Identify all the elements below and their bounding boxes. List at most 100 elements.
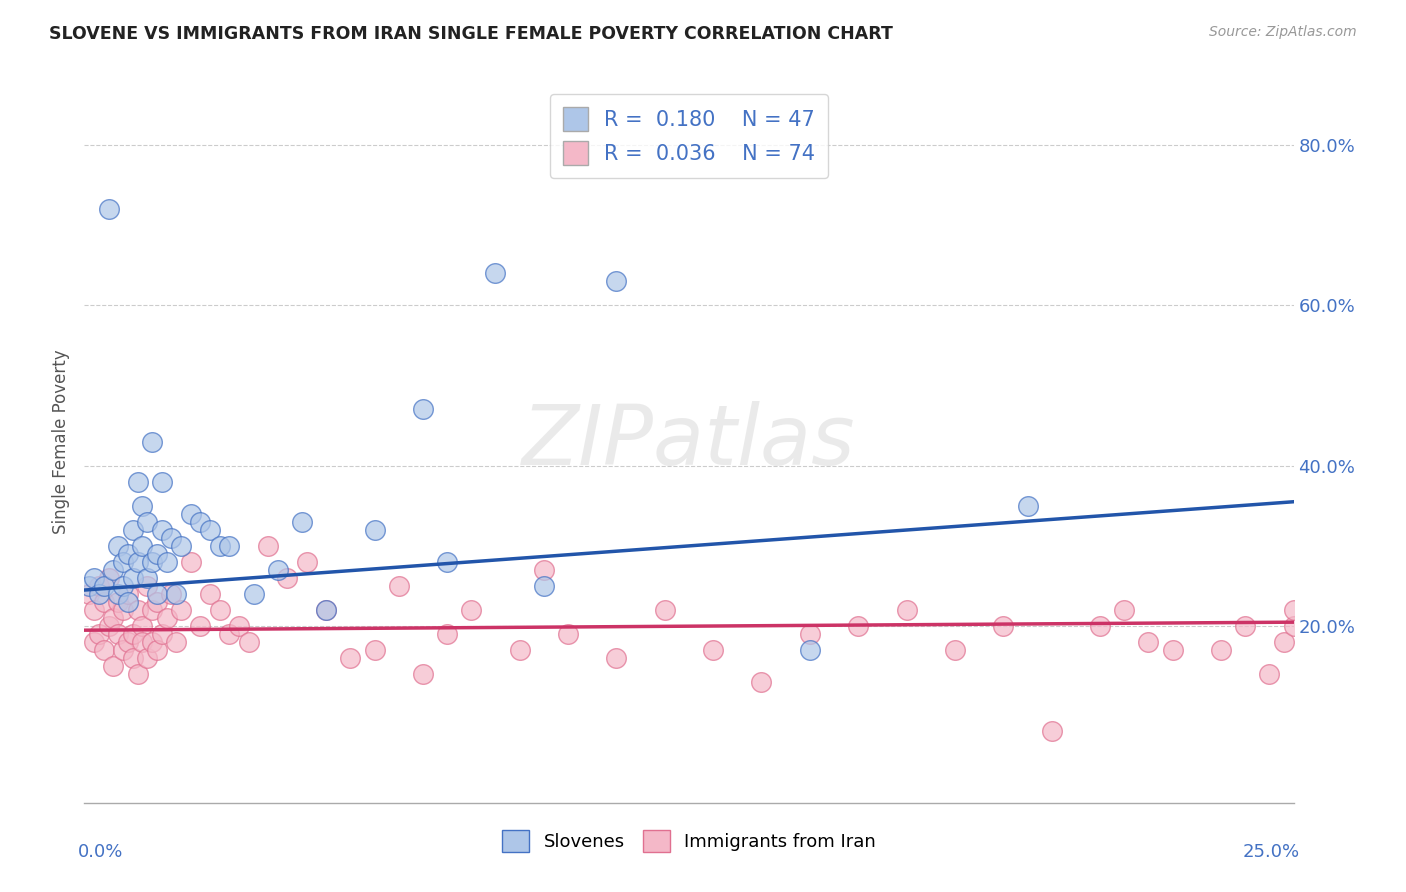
Text: 0.0%: 0.0% bbox=[79, 843, 124, 861]
Point bbox=[1114, 603, 1136, 617]
Point bbox=[141, 603, 163, 617]
Point bbox=[103, 611, 125, 625]
Point bbox=[315, 603, 337, 617]
Point bbox=[112, 555, 135, 569]
Point bbox=[155, 555, 177, 569]
Point bbox=[155, 611, 177, 625]
Point bbox=[276, 571, 298, 585]
Point bbox=[1272, 635, 1295, 649]
Point bbox=[127, 555, 149, 569]
Point bbox=[412, 667, 434, 681]
Text: 25.0%: 25.0% bbox=[1243, 843, 1299, 861]
Point bbox=[363, 523, 385, 537]
Point bbox=[131, 539, 153, 553]
Point bbox=[180, 555, 202, 569]
Point bbox=[943, 643, 966, 657]
Point bbox=[242, 587, 264, 601]
Point bbox=[121, 571, 143, 585]
Point bbox=[83, 603, 105, 617]
Point bbox=[436, 555, 458, 569]
Point bbox=[107, 539, 129, 553]
Point bbox=[1282, 603, 1305, 617]
Point bbox=[484, 266, 506, 280]
Point bbox=[103, 563, 125, 577]
Point bbox=[107, 595, 129, 609]
Point bbox=[146, 643, 169, 657]
Point bbox=[198, 523, 221, 537]
Point bbox=[87, 627, 110, 641]
Point bbox=[121, 523, 143, 537]
Point bbox=[146, 595, 169, 609]
Point bbox=[267, 563, 290, 577]
Point bbox=[257, 539, 280, 553]
Point bbox=[131, 635, 153, 649]
Point bbox=[160, 531, 183, 545]
Point bbox=[77, 587, 100, 601]
Point bbox=[107, 587, 129, 601]
Text: Source: ZipAtlas.com: Source: ZipAtlas.com bbox=[1209, 25, 1357, 39]
Point bbox=[412, 402, 434, 417]
Point bbox=[121, 627, 143, 641]
Point bbox=[83, 571, 105, 585]
Point bbox=[160, 587, 183, 601]
Point bbox=[136, 651, 159, 665]
Point bbox=[799, 627, 821, 641]
Point bbox=[896, 603, 918, 617]
Point bbox=[117, 595, 139, 609]
Point bbox=[112, 643, 135, 657]
Point bbox=[509, 643, 531, 657]
Point bbox=[218, 627, 240, 641]
Point bbox=[605, 651, 627, 665]
Point bbox=[180, 507, 202, 521]
Point bbox=[339, 651, 361, 665]
Point bbox=[136, 515, 159, 529]
Point bbox=[93, 643, 115, 657]
Point bbox=[605, 274, 627, 288]
Point bbox=[238, 635, 260, 649]
Point bbox=[654, 603, 676, 617]
Point bbox=[93, 595, 115, 609]
Point bbox=[117, 635, 139, 649]
Point bbox=[127, 667, 149, 681]
Point bbox=[533, 579, 555, 593]
Point bbox=[131, 619, 153, 633]
Point bbox=[165, 635, 187, 649]
Text: ZIPatlas: ZIPatlas bbox=[522, 401, 856, 482]
Point bbox=[1161, 643, 1184, 657]
Point bbox=[97, 619, 120, 633]
Point bbox=[228, 619, 250, 633]
Point bbox=[93, 579, 115, 593]
Point bbox=[533, 563, 555, 577]
Point bbox=[141, 635, 163, 649]
Legend: R =  0.180    N = 47, R =  0.036    N = 74: R = 0.180 N = 47, R = 0.036 N = 74 bbox=[550, 95, 828, 178]
Point bbox=[1258, 667, 1281, 681]
Point bbox=[295, 555, 318, 569]
Point bbox=[165, 587, 187, 601]
Point bbox=[436, 627, 458, 641]
Point bbox=[121, 651, 143, 665]
Point bbox=[136, 571, 159, 585]
Point bbox=[97, 202, 120, 216]
Point bbox=[1017, 499, 1039, 513]
Point bbox=[1040, 723, 1063, 738]
Point bbox=[218, 539, 240, 553]
Point bbox=[1282, 619, 1305, 633]
Point bbox=[170, 539, 193, 553]
Point bbox=[1088, 619, 1111, 633]
Point bbox=[146, 547, 169, 561]
Point bbox=[291, 515, 314, 529]
Point bbox=[208, 539, 231, 553]
Point bbox=[146, 587, 169, 601]
Point bbox=[460, 603, 482, 617]
Point bbox=[751, 675, 773, 690]
Point bbox=[557, 627, 579, 641]
Point bbox=[170, 603, 193, 617]
Point bbox=[198, 587, 221, 601]
Point bbox=[103, 659, 125, 673]
Point bbox=[208, 603, 231, 617]
Point bbox=[150, 627, 173, 641]
Point bbox=[150, 523, 173, 537]
Point bbox=[141, 555, 163, 569]
Y-axis label: Single Female Poverty: Single Female Poverty bbox=[52, 350, 70, 533]
Point bbox=[141, 434, 163, 449]
